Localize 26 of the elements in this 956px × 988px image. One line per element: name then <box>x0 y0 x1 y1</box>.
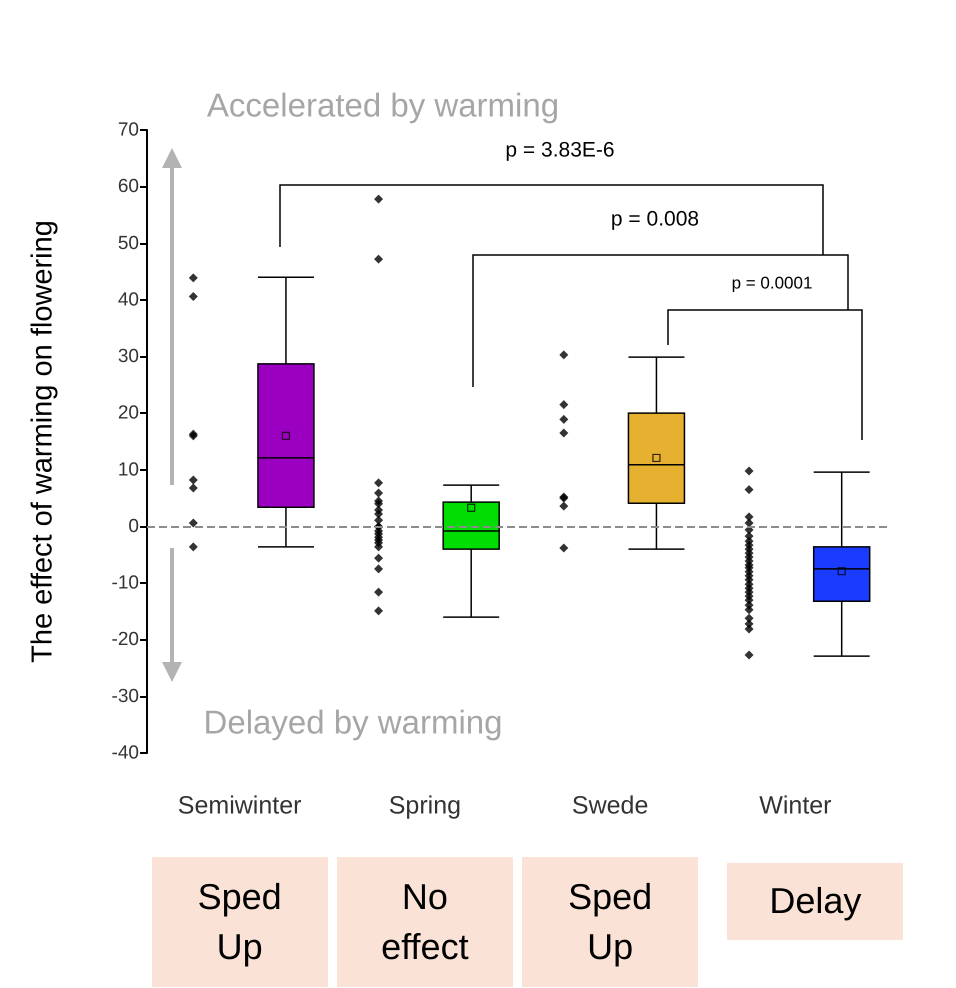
x-tick-label: Spring <box>388 792 462 820</box>
annotation: p = 3.83E-6 <box>505 138 615 162</box>
y-axis-title: The effect of warming on flowering <box>26 220 58 663</box>
x-tick-label: Swede <box>572 792 648 820</box>
text: Accelerated by warming <box>206 86 560 124</box>
y-tick-label: 30 <box>118 346 139 368</box>
y-tick-label: 50 <box>118 232 139 254</box>
annotation: p = 0.008 <box>610 208 700 230</box>
y-tick-label: 0 <box>128 516 139 537</box>
text: Delay <box>768 879 862 924</box>
y-tick-label: 70 <box>118 120 139 140</box>
y-tick-label: 60 <box>118 176 139 198</box>
annotation: p = 0.0001 <box>732 274 812 292</box>
y-tick-label: -30 <box>112 686 139 707</box>
x-tick-label: Semiwinter <box>178 792 302 820</box>
text: Sped Up <box>196 874 283 969</box>
y-tick-label: -20 <box>112 629 139 650</box>
y-tick-label: -10 <box>112 572 139 594</box>
text: No effect <box>380 874 470 969</box>
text: Sped Up <box>567 874 654 969</box>
x-tick-label: Winter <box>759 792 832 820</box>
y-tick-label: 10 <box>118 459 139 480</box>
y-tick-label: -40 <box>112 742 139 764</box>
y-tick-label: 40 <box>118 289 139 310</box>
y-tick-label: 20 <box>118 402 139 424</box>
annotation: Delayed by warming <box>204 704 502 740</box>
